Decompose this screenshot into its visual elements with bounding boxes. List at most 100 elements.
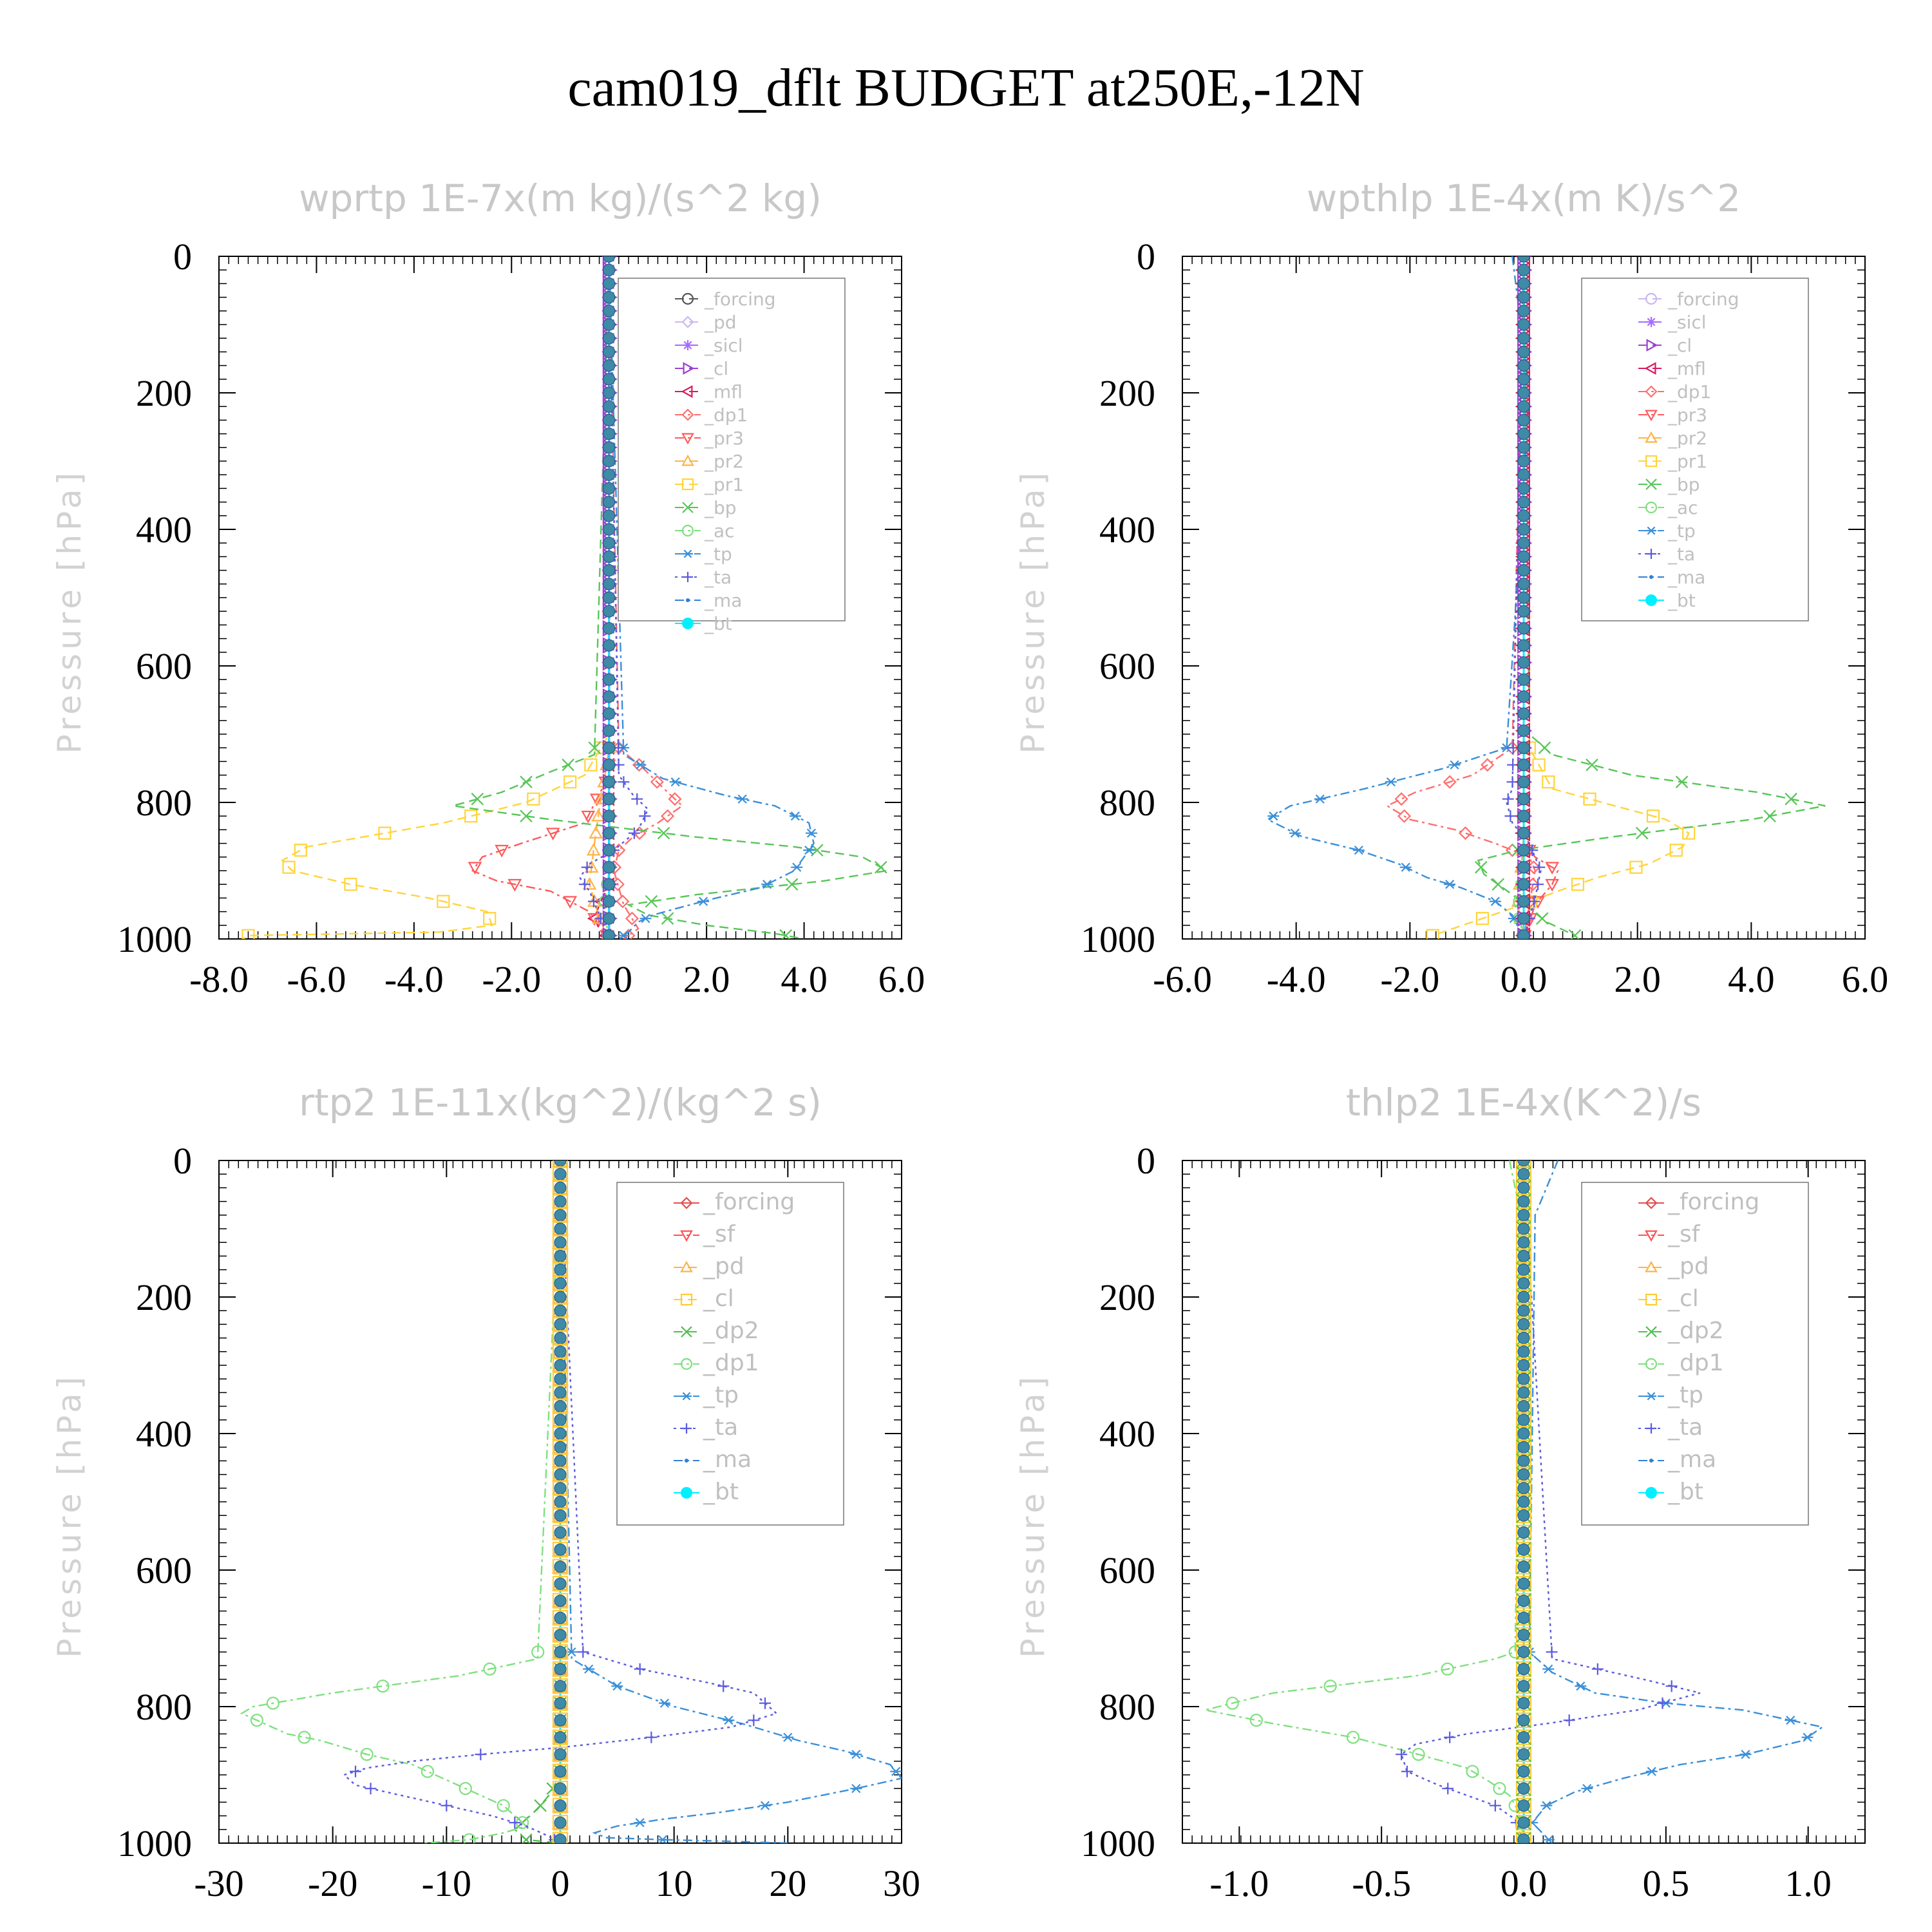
- series-point-dp1: [650, 775, 664, 789]
- series-point-cl: [1515, 1747, 1532, 1763]
- series-point-tp: [1581, 1784, 1593, 1794]
- series-point-dp1: [1443, 775, 1457, 789]
- legend-label: _bt: [703, 1479, 739, 1505]
- legend-label: _ta: [1667, 544, 1695, 565]
- series-point-bt: [1517, 1482, 1530, 1495]
- legend-label: _pd: [704, 312, 737, 333]
- series-point-tp: [761, 880, 773, 889]
- series-point-tp: [736, 794, 748, 804]
- series-point-bt: [554, 1345, 567, 1358]
- series-line-tp: [1528, 1160, 1824, 1843]
- series-point-bt: [1517, 345, 1530, 359]
- series-point-bt: [1517, 509, 1530, 522]
- series-point-pr3: [1545, 862, 1560, 875]
- series-point-dp1: [250, 1714, 263, 1727]
- series-point-bt: [1517, 1427, 1530, 1440]
- series-point-bp: [471, 792, 484, 806]
- series-point-bt: [554, 1414, 567, 1426]
- series-point-ta: [645, 1731, 658, 1743]
- y-tick-label: 0: [1137, 236, 1155, 278]
- series-point-bt: [554, 1509, 567, 1522]
- series-point-cl: [552, 1763, 569, 1779]
- series-point-bt: [1517, 1468, 1530, 1481]
- series-point-bp: [1635, 826, 1649, 840]
- legend-marker: [685, 1459, 688, 1463]
- series-point-pr3: [545, 828, 560, 840]
- series-point-bt: [1517, 564, 1530, 577]
- legend: _forcing_sicl_cl_mfl_dp1_pr3_pr2_pr1_bp_…: [1581, 278, 1809, 621]
- series-point-bt: [554, 1454, 567, 1467]
- y-tick-label: 400: [136, 509, 192, 551]
- series-point-dp1: [661, 809, 675, 823]
- series-point-ta: [1396, 1748, 1408, 1761]
- series-point-bt: [603, 656, 616, 669]
- series-point-cl: [552, 1576, 569, 1592]
- series-point-bp: [1785, 792, 1797, 806]
- y-tick-label: 800: [1099, 1686, 1155, 1728]
- series-point-cl: [552, 1747, 569, 1763]
- series-point-ta: [587, 895, 600, 907]
- series-line-bp: [1477, 256, 1826, 936]
- y-tick-label: 200: [136, 372, 192, 414]
- series-point-ta: [440, 1799, 453, 1812]
- legend-label: _forcing: [703, 1189, 795, 1215]
- series-point-bt: [1517, 305, 1530, 317]
- series-point-pr3: [495, 844, 509, 858]
- y-tick-label: 1000: [117, 1823, 192, 1864]
- legend-label: _cl: [1667, 335, 1692, 356]
- series-point-tp: [789, 811, 801, 821]
- legend-label: _cl: [704, 358, 728, 379]
- series-point-bt: [554, 1765, 567, 1778]
- series-point-pr1: [1532, 758, 1546, 772]
- legend-marker: [1646, 526, 1656, 535]
- series-point-pr1: [464, 810, 478, 823]
- series-point-bt: [1517, 1441, 1530, 1454]
- series-point-bt: [603, 810, 616, 822]
- series-point-bt: [1517, 1291, 1530, 1303]
- series-point-cl: [1515, 1524, 1532, 1540]
- series-point-cl: [552, 1678, 569, 1694]
- series-point-bt: [554, 1386, 567, 1399]
- series-point-bt: [1517, 1509, 1530, 1522]
- x-tick-label: -10: [422, 1862, 471, 1904]
- legend-marker: [683, 340, 693, 350]
- series-point-dp1: [1397, 809, 1412, 823]
- legend-marker: [1645, 431, 1658, 443]
- series-point-ta: [1546, 1646, 1558, 1658]
- series-point-dp1: [1412, 1748, 1425, 1761]
- series-point-bt: [554, 1222, 567, 1235]
- series-point-bt: [1517, 827, 1530, 840]
- series-point-cl: [552, 1644, 569, 1660]
- series-point-pr3: [1545, 878, 1560, 892]
- series-point-bt: [1517, 622, 1530, 635]
- series-point-ta: [639, 810, 651, 822]
- series-point-bt: [1517, 1611, 1530, 1624]
- series-point-bt: [1517, 1263, 1530, 1276]
- series-point-pr1: [1475, 912, 1490, 925]
- series-point-bt: [554, 1304, 567, 1317]
- series-point-tp: [1267, 811, 1280, 821]
- series-point-bt: [554, 1372, 567, 1385]
- series-point-bt: [554, 1209, 567, 1222]
- series-point-cl: [1515, 1644, 1532, 1660]
- y-axis-label: Pressure [hPa]: [1014, 469, 1052, 754]
- series-point-bt: [1517, 1318, 1530, 1331]
- series-point-pr3: [589, 793, 604, 806]
- series-point-bt: [603, 929, 616, 939]
- series-point-bt: [603, 495, 616, 509]
- series-point-bt: [603, 578, 616, 591]
- legend-label: _bt: [1667, 590, 1696, 611]
- series-point-bt: [554, 1482, 567, 1495]
- legend-marker: [1645, 1487, 1657, 1499]
- series-point-cl: [1515, 1763, 1532, 1779]
- y-tick-label: 200: [1099, 372, 1155, 414]
- series-point-bt: [603, 318, 616, 331]
- series-point-pr1: [1669, 844, 1683, 857]
- series-point-cl: [552, 1558, 569, 1575]
- legend-label: _tp: [1667, 1382, 1703, 1408]
- series-point-bt: [603, 591, 616, 604]
- series-point-bt: [1517, 332, 1530, 345]
- legend-marker: [681, 1487, 692, 1499]
- series-point-tp: [658, 1698, 670, 1708]
